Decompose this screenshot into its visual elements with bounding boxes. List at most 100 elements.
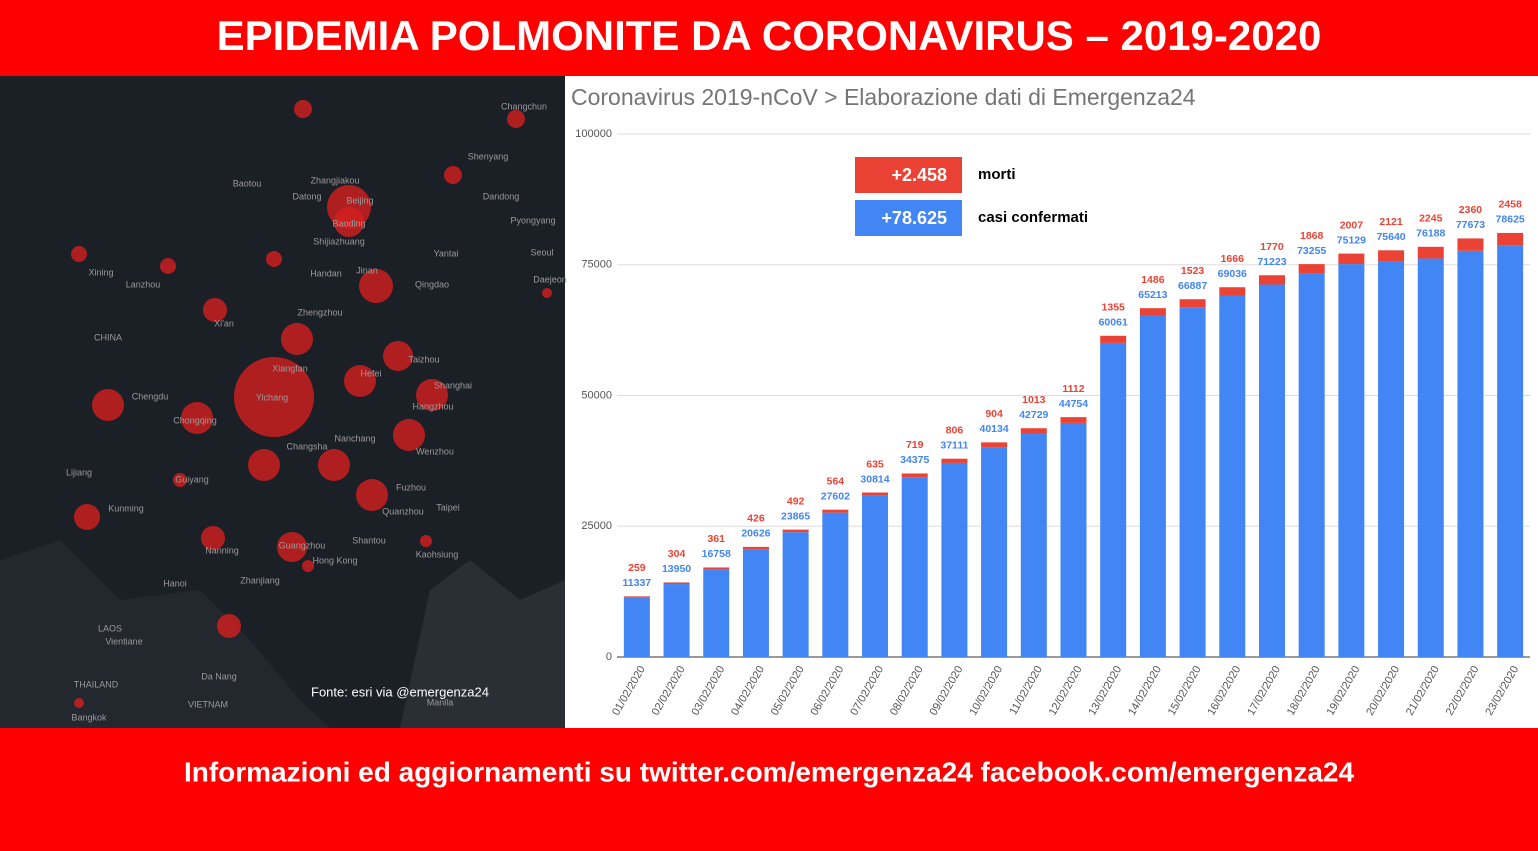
map-bubble: [302, 560, 314, 572]
bar-segment: [1020, 428, 1047, 434]
map-land: [400, 560, 565, 728]
map-bubble: [181, 402, 213, 434]
value-label: 719: [906, 439, 924, 451]
bar-segment: [1219, 287, 1246, 296]
footer-text: Informazioni ed aggiornamenti su twitter…: [184, 756, 1355, 787]
bar-segment: [1060, 417, 1087, 423]
map-label: THAILAND: [74, 679, 119, 689]
value-label: 426: [747, 513, 765, 525]
value-label: 2458: [1498, 199, 1522, 211]
bar-segment: [1139, 308, 1166, 316]
bar-segment: [1497, 245, 1524, 657]
map-bubble: [356, 479, 388, 511]
bar-segment: [981, 442, 1008, 448]
value-label: 34375: [900, 454, 929, 466]
map-label: Nanchang: [334, 433, 375, 443]
value-label: 16758: [702, 548, 731, 560]
bar-segment: [1020, 433, 1047, 657]
bar-segment: [862, 492, 889, 496]
value-label: 40134: [980, 423, 1009, 435]
bar-segment: [1457, 250, 1484, 657]
map-bubble: [444, 166, 462, 184]
value-label: 69036: [1218, 268, 1247, 280]
y-tick-label: 100000: [575, 128, 612, 140]
chart: 0 25000 50000 75000 100000 01/02/2020 11337 259…: [575, 128, 1530, 718]
x-tick-label: 09/02/2020: [928, 664, 966, 718]
map-label: Qingdao: [415, 279, 449, 289]
bar-segment: [941, 462, 968, 657]
map-label: Taizhou: [408, 354, 439, 364]
value-label: 73255: [1297, 245, 1326, 257]
map-bubble: [420, 535, 432, 547]
bar-segment: [1338, 253, 1365, 265]
value-label: 77673: [1456, 219, 1485, 231]
value-label: 259: [628, 562, 646, 574]
value-label: 23865: [781, 510, 810, 522]
bar-segment: [742, 549, 769, 657]
map-bubble: [217, 614, 241, 638]
footer-band: [0, 728, 1538, 851]
y-tick-label: 50000: [581, 389, 612, 401]
x-tick-label: 23/02/2020: [1483, 664, 1521, 718]
map-bubble: [393, 419, 425, 451]
bar-segment: [1298, 264, 1325, 274]
value-label: 361: [707, 533, 725, 545]
bar-segment: [703, 569, 730, 657]
map-bubble: [277, 532, 307, 562]
legend-label: morti: [978, 166, 1016, 183]
map-label: Shijiazhuang: [313, 236, 365, 246]
bar-segment: [623, 596, 650, 598]
map-label: Lanzhou: [126, 279, 161, 289]
legend-value: +2.458: [891, 165, 947, 185]
map-label: Vientiane: [105, 636, 142, 646]
x-tick-label: 06/02/2020: [809, 664, 847, 718]
bar-segment: [1497, 232, 1524, 246]
map-label: Zhangjiakou: [310, 175, 359, 185]
value-label: 78625: [1496, 214, 1525, 226]
legend-value: +78.625: [881, 208, 947, 228]
legend-swatch: [855, 157, 962, 193]
map-label: Beijing: [346, 195, 373, 205]
bar-segment: [1179, 307, 1206, 657]
value-label: 1770: [1260, 241, 1284, 253]
bar-segment: [1298, 273, 1325, 657]
legend-swatch: [855, 200, 962, 236]
value-label: 1666: [1221, 253, 1245, 265]
bar-segment: [1060, 422, 1087, 657]
value-label: 65213: [1138, 289, 1167, 301]
map-labels: Changchun Baotou Zhangjiakou Datong Beijing B…: [66, 101, 567, 722]
map-label: Quanzhou: [382, 506, 424, 516]
x-tick-label: 20/02/2020: [1364, 664, 1402, 718]
value-label: 37111: [940, 439, 968, 451]
x-tick-label: 03/02/2020: [689, 664, 727, 718]
value-label: 42729: [1019, 409, 1048, 421]
map-bubble: [318, 449, 350, 481]
map-label: Handan: [310, 268, 342, 278]
value-label: 27602: [821, 490, 850, 502]
map-label: Bangkok: [71, 712, 107, 722]
value-label: 20626: [741, 528, 770, 540]
map-label: Zhengzhou: [297, 307, 342, 317]
value-label: 2360: [1459, 204, 1483, 216]
value-label: 71223: [1257, 256, 1286, 268]
map-label: Hangzhou: [412, 401, 453, 411]
map-label: Shenyang: [468, 151, 509, 161]
x-tick-label: 18/02/2020: [1285, 664, 1323, 718]
bar-segment: [703, 567, 730, 570]
map-label: Hanoi: [163, 578, 187, 588]
bar-segment: [1100, 335, 1127, 343]
value-label: 2121: [1379, 216, 1403, 228]
bar-segment: [1417, 246, 1444, 259]
x-tick-label: 19/02/2020: [1325, 664, 1363, 718]
x-tick-label: 11/02/2020: [1007, 664, 1045, 717]
value-label: 1486: [1141, 274, 1165, 286]
map-label: Xiangfan: [272, 363, 308, 373]
map-bubble: [416, 379, 448, 411]
map-bubble: [383, 341, 413, 371]
map-label: VIETNAM: [188, 699, 228, 709]
y-tick-label: 25000: [581, 520, 612, 532]
map-label: Xi'an: [214, 318, 234, 328]
value-label: 904: [985, 408, 1003, 420]
y-tick-label: 0: [606, 651, 612, 663]
value-label: 13950: [662, 563, 691, 575]
